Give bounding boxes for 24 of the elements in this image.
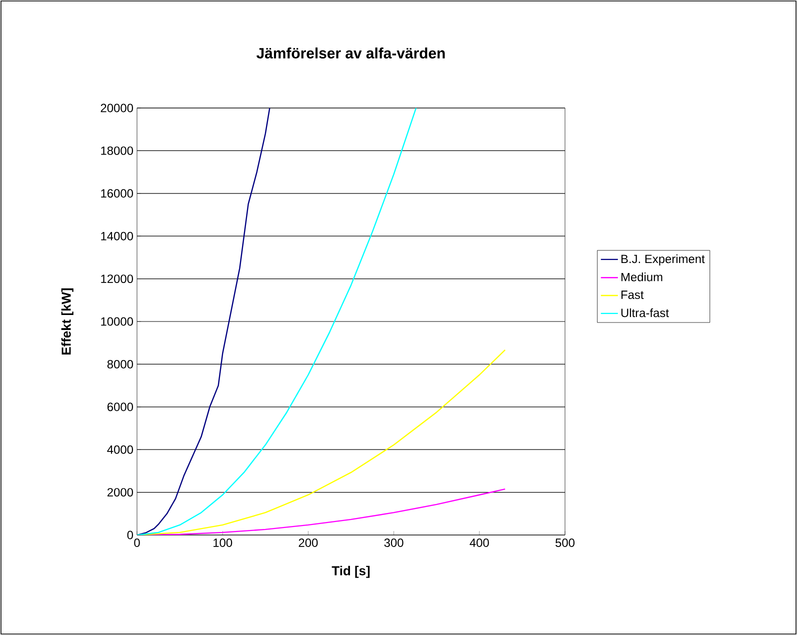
legend-label: Fast	[621, 290, 644, 299]
x-tick-label: 0	[134, 538, 140, 547]
x-axis-title: Tid [s]	[332, 566, 370, 578]
x-tick-label: 100	[214, 538, 232, 547]
x-tick-label: 500	[556, 538, 575, 547]
x-tick-label: 300	[384, 538, 404, 547]
y-tick-label: 8000	[107, 360, 134, 368]
y-tick-label: 10000	[101, 317, 134, 326]
y-tick-label: 2000	[107, 488, 134, 497]
legend-label: B.J. Experiment	[621, 254, 705, 266]
y-tick-label: 20000	[100, 104, 134, 112]
y-tick-label: 18000	[101, 146, 134, 155]
legend-label: Medium	[621, 272, 662, 282]
y-tick-label: 14000	[101, 232, 134, 240]
y-tick-label: 12000	[101, 274, 134, 284]
y-axis-title: Effekt [kW]	[61, 288, 74, 354]
chart-title: Jämförelser av alfa-värden	[256, 48, 445, 58]
x-tick-label: 400	[470, 538, 489, 547]
legend-label: Ultra-fast	[621, 308, 669, 318]
x-tick-label: 200	[298, 538, 318, 547]
y-tick-label: 0	[127, 530, 134, 540]
y-tick-label: 4000	[107, 445, 134, 454]
y-tick-label: 6000	[107, 402, 134, 412]
y-tick-label: 16000	[101, 189, 134, 198]
